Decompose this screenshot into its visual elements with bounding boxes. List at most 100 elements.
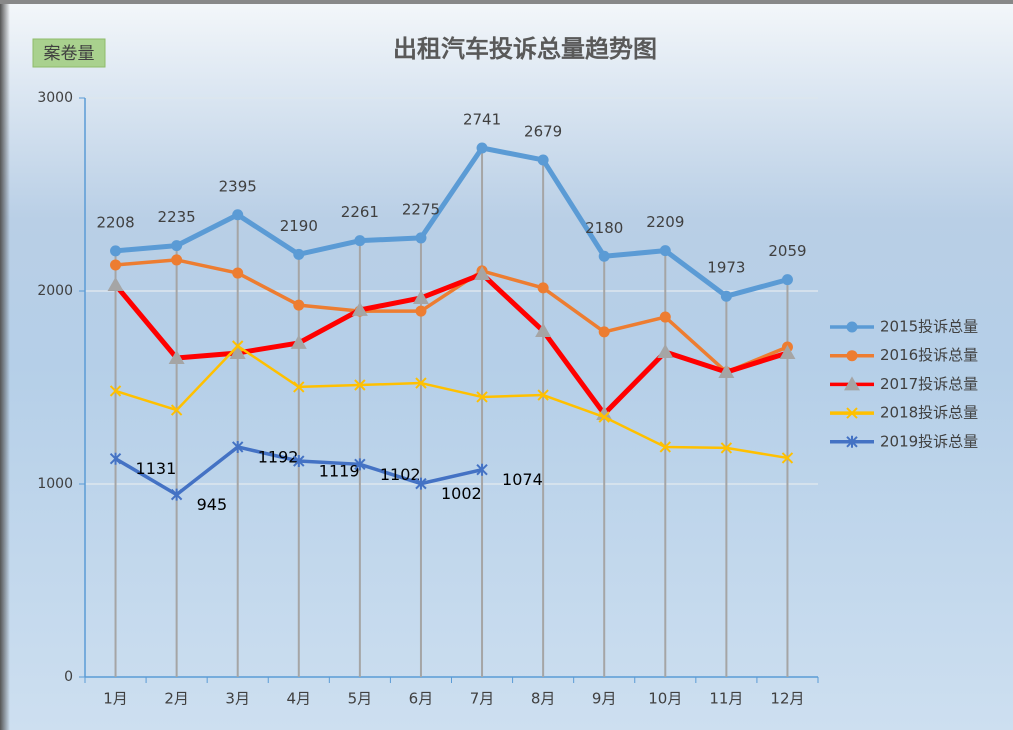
marker: [354, 235, 366, 247]
data-label: 2190: [280, 217, 318, 235]
series-line: [115, 344, 788, 460]
x-tick-label: 12月: [770, 690, 804, 708]
data-label: 1102: [380, 465, 421, 484]
data-label: 2741: [463, 110, 501, 128]
marker: [846, 350, 858, 362]
data-label: 1131: [136, 459, 177, 478]
data-label: 1002: [441, 484, 482, 503]
marker: [537, 154, 549, 166]
marker: [107, 277, 124, 292]
marker: [844, 376, 860, 391]
marker: [293, 381, 305, 393]
y-tick-label: 3000: [37, 90, 73, 106]
series-line: [113, 271, 789, 417]
data-label: 1119: [319, 462, 360, 481]
x-tick-label: 4月: [287, 690, 312, 708]
legend-label: 2017投诉总量: [880, 375, 978, 393]
marker: [598, 250, 610, 262]
marker: [170, 488, 183, 501]
x-tick-label: 11月: [709, 690, 743, 708]
marker: [537, 282, 549, 294]
x-tick-label: 3月: [225, 690, 250, 708]
y-tick-label: 1000: [37, 476, 73, 492]
marker: [474, 266, 491, 281]
marker: [229, 344, 246, 359]
marker: [109, 452, 122, 465]
x-tick-label: 6月: [409, 690, 434, 708]
marker: [846, 407, 858, 419]
data-label: 945: [197, 495, 228, 514]
x-tick-label: 10月: [648, 690, 682, 708]
marker: [659, 441, 671, 453]
data-label: 2261: [341, 203, 379, 221]
marker: [720, 290, 732, 302]
data-label: 2059: [768, 242, 806, 260]
legend-label: 2018投诉总量: [880, 404, 978, 422]
y-tick-label: 2000: [37, 283, 73, 299]
data-label: 2235: [158, 208, 196, 226]
marker: [110, 245, 122, 257]
marker: [415, 305, 427, 317]
y-label-box: [32, 38, 106, 68]
data-label: 1074: [502, 470, 543, 489]
marker: [232, 209, 244, 221]
chart-title: 出租汽车投诉总量趋势图: [393, 35, 657, 63]
x-tick-label: 8月: [531, 690, 556, 708]
series-line: [115, 258, 789, 374]
marker: [171, 240, 183, 252]
marker: [718, 364, 735, 379]
data-label: 2395: [219, 177, 257, 195]
legend-label: 2019投诉总量: [880, 432, 978, 450]
marker: [476, 463, 488, 476]
data-label: 2208: [96, 213, 134, 231]
marker: [781, 274, 793, 286]
marker: [476, 391, 488, 403]
marker: [781, 452, 794, 464]
marker: [170, 404, 183, 416]
marker: [232, 440, 244, 453]
x-tick-label: 9月: [592, 690, 617, 708]
marker: [535, 322, 552, 337]
x-tick-label: 1月: [103, 690, 128, 708]
legend-label: 2016投诉总量: [880, 346, 978, 364]
frame-edge: [0, 0, 10, 730]
marker: [232, 340, 244, 352]
y-tick-label: 0: [64, 669, 73, 685]
marker: [659, 245, 671, 257]
marker: [720, 442, 733, 454]
marker: [412, 289, 429, 304]
series-line: [115, 145, 789, 299]
x-tick-label: 2月: [164, 690, 189, 708]
data-label: 2209: [646, 213, 684, 231]
marker: [846, 321, 858, 333]
marker: [846, 435, 858, 448]
marker: [659, 311, 671, 323]
x-tick-label: 7月: [470, 690, 495, 708]
marker: [476, 142, 488, 154]
marker: [354, 379, 366, 391]
frame-top: [0, 0, 1013, 4]
marker: [657, 343, 674, 358]
legend-label: 2015投诉总量: [880, 318, 978, 336]
data-label: 2275: [402, 200, 440, 218]
marker: [293, 455, 305, 468]
marker: [290, 334, 307, 349]
marker: [415, 477, 427, 490]
data-label: 1192: [258, 447, 299, 466]
marker: [171, 254, 183, 266]
data-label: 1973: [707, 259, 745, 277]
marker: [110, 259, 122, 271]
marker: [293, 299, 305, 311]
data-label: 2180: [585, 219, 623, 237]
marker: [293, 248, 305, 260]
marker: [168, 349, 185, 364]
marker: [351, 301, 368, 316]
y-axis-label: 案卷量: [44, 44, 95, 64]
marker: [109, 385, 122, 397]
marker: [354, 458, 366, 471]
marker: [537, 389, 549, 401]
x-tick-label: 5月: [348, 690, 373, 708]
marker: [232, 267, 244, 279]
